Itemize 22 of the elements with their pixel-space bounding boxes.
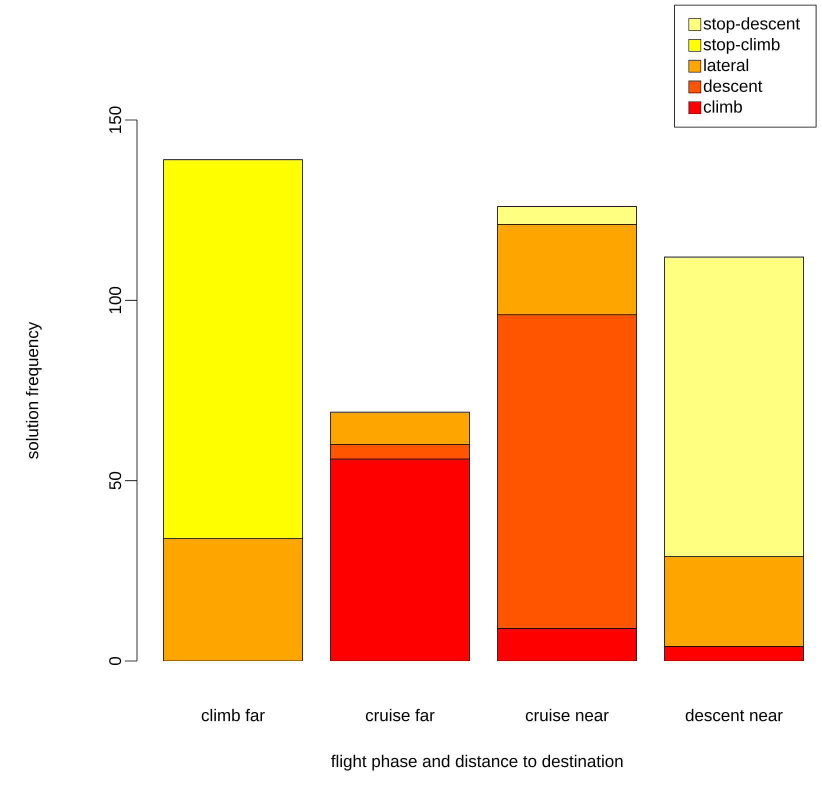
legend-label: stop-climb: [704, 38, 780, 54]
legend-label: climb: [704, 100, 742, 113]
x-tick-label: climb far: [202, 708, 265, 722]
bar: [330, 412, 470, 445]
y-axis-title: solution frequency: [26, 322, 42, 459]
bar: [664, 556, 804, 647]
legend-label: stop-descent: [704, 17, 800, 33]
bar: [163, 538, 303, 661]
bar: [330, 458, 470, 661]
y-tick-label: 50: [109, 472, 122, 490]
x-tick-label: descent near: [686, 708, 783, 722]
x-axis-title: flight phase and distance to destination: [331, 754, 623, 771]
y-tick-label: 0: [109, 656, 122, 666]
bar: [664, 646, 804, 661]
x-tick-label: cruise near: [526, 708, 609, 722]
bar: [497, 224, 637, 316]
legend-label: lateral: [704, 58, 748, 72]
bar: [497, 628, 637, 661]
x-tick-label: cruise far: [366, 708, 435, 722]
y-tick-label: 100: [109, 286, 122, 314]
y-tick-label: 150: [109, 106, 122, 133]
legend-label: descent: [704, 80, 762, 92]
